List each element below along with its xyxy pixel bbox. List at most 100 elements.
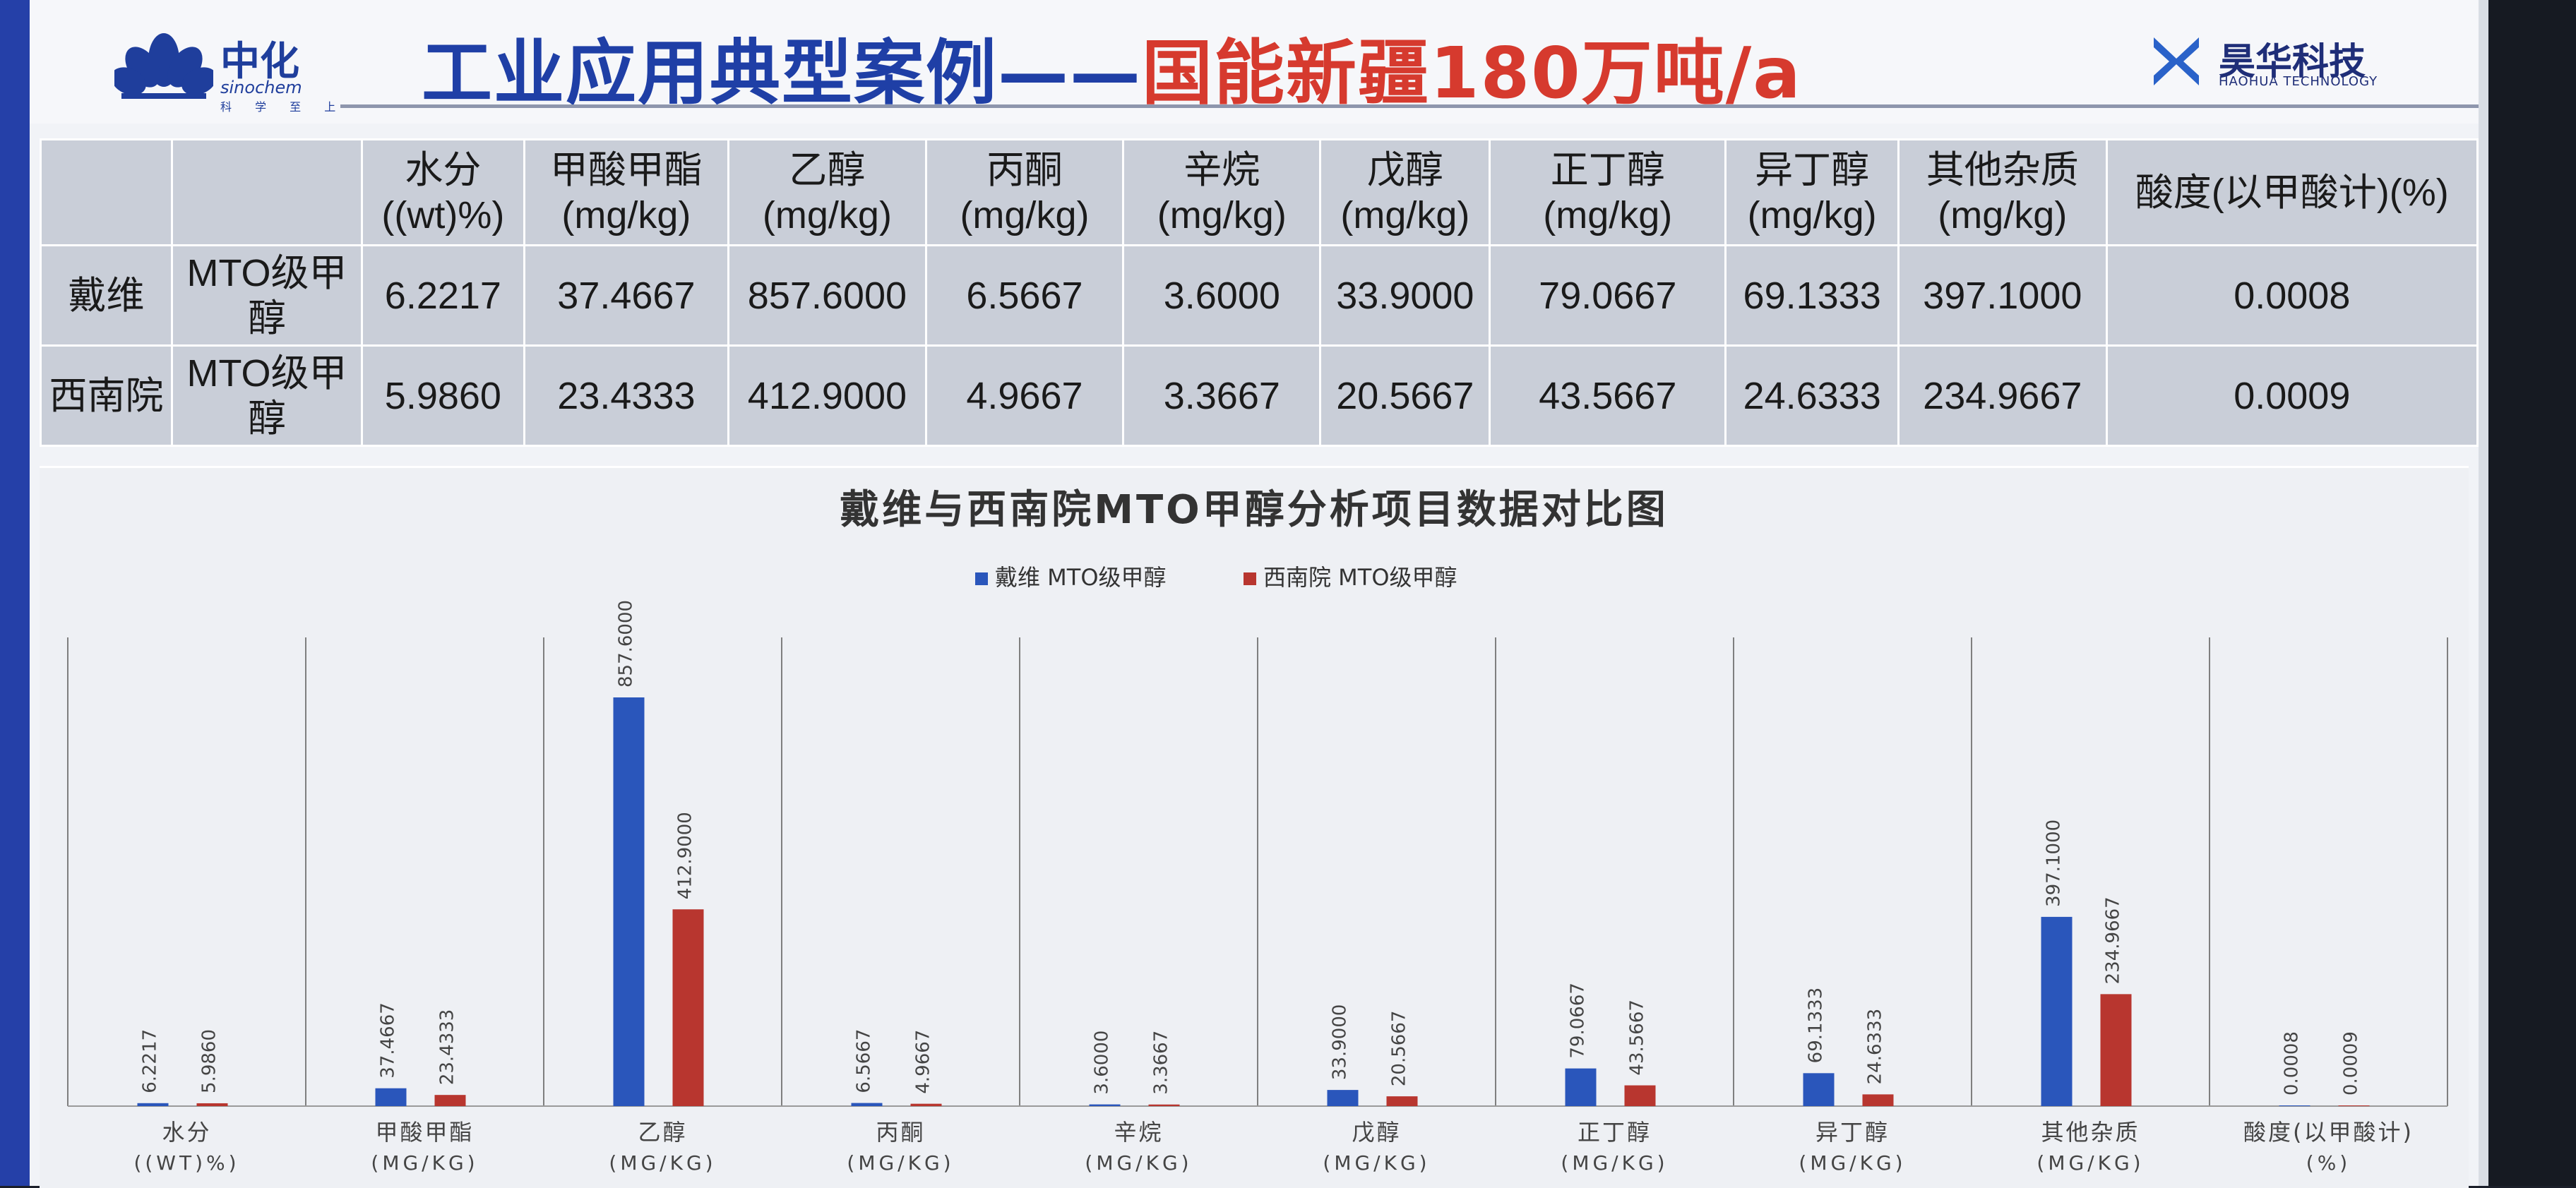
- table-cell: 20.5667: [1319, 344, 1491, 447]
- table-cell: 23.4333: [523, 344, 730, 447]
- bar: [2100, 994, 2132, 1106]
- table-cell: 6.5667: [924, 244, 1125, 347]
- bar-value-label: 412.9000: [675, 812, 696, 899]
- header-divider: [340, 104, 2487, 108]
- row-grade: MTO级甲醇: [171, 244, 364, 347]
- category-label: 酸度(以甲酸计): [2243, 1119, 2414, 1146]
- bar-value-label: 23.4333: [437, 1009, 458, 1086]
- table-cell: 69.1333: [1724, 244, 1900, 347]
- table-cell: 0.0009: [2105, 344, 2479, 447]
- table-header-cell: 甲酸甲酯(mg/kg): [523, 138, 730, 246]
- table-header-cell: 丙酮(mg/kg): [924, 138, 1125, 246]
- bar-value-label: 857.6000: [616, 600, 637, 688]
- bar: [1862, 1094, 1894, 1106]
- haohua-logo: 昊华科技 HAOHUA TECHNOLOGY: [2148, 32, 2445, 95]
- bar: [851, 1103, 883, 1106]
- table-cell: 4.9667: [924, 344, 1125, 447]
- slide: 中化 sinochem 科 学 至 上 工业应用典型案例——国能新疆180万吨/…: [0, 0, 2487, 1188]
- category-unit-label: (MG/KG): [1561, 1151, 1668, 1175]
- bar: [2279, 1105, 2310, 1106]
- bar: [910, 1103, 942, 1106]
- legend-label: 西南院 MTO级甲醇: [1263, 564, 1457, 591]
- table-row: 西南院 MTO级甲醇 5.9860 23.4333 412.9000 4.966…: [39, 344, 2479, 447]
- category-label: 异丁醇: [1815, 1119, 1890, 1146]
- page-title: 工业应用典型案例——国能新疆180万吨/a: [422, 16, 1802, 118]
- table-header-cell: [39, 138, 174, 246]
- bar-value-label: 43.5667: [1627, 1000, 1648, 1076]
- category-unit-label: (%): [2306, 1151, 2351, 1175]
- slide-side-bar: [0, 0, 30, 1186]
- category-unit-label: (MG/KG): [371, 1151, 478, 1175]
- bar: [2338, 1105, 2370, 1106]
- row-source: 戴维: [39, 244, 174, 347]
- haohua-mark-icon: [2154, 37, 2199, 85]
- bar: [375, 1088, 407, 1106]
- category-unit-label: (MG/KG): [1323, 1151, 1430, 1175]
- bar-value-label: 6.5667: [854, 1029, 875, 1093]
- row-grade: MTO级甲醇: [171, 344, 364, 447]
- bar: [613, 697, 645, 1106]
- bar: [1327, 1090, 1359, 1106]
- slide-header: 中化 sinochem 科 学 至 上 工业应用典型案例——国能新疆180万吨/…: [30, 0, 2487, 124]
- bar-value-label: 234.9667: [2103, 896, 2124, 984]
- table-header-cell: [171, 138, 364, 246]
- table-cell: 43.5667: [1489, 344, 1727, 447]
- bar: [1565, 1068, 1597, 1106]
- legend-swatch: [1244, 572, 1256, 585]
- page-title-red: 国能新疆180万吨/a: [1142, 32, 1802, 114]
- table-header-cell: 异丁醇(mg/kg): [1724, 138, 1900, 246]
- table-cell: 37.4667: [523, 244, 730, 347]
- table-cell: 397.1000: [1897, 244, 2108, 347]
- bar-value-label: 20.5667: [1389, 1011, 1410, 1087]
- category-label: 其他杂质: [2041, 1119, 2140, 1146]
- category-label: 乙醇: [638, 1119, 687, 1146]
- table-cell: 234.9667: [1897, 344, 2108, 447]
- row-source: 西南院: [39, 344, 174, 447]
- bar-value-label: 33.9000: [1330, 1004, 1351, 1081]
- haohua-logo-cn: 昊华科技: [2219, 41, 2366, 83]
- category-unit-label: (MG/KG): [847, 1151, 954, 1175]
- table-header-cell: 戊醇(mg/kg): [1319, 138, 1491, 246]
- category-label: 戊醇: [1352, 1119, 1401, 1146]
- page-title-blue: 工业应用典型案例——: [422, 32, 1142, 114]
- table-header-cell: 乙醇(mg/kg): [727, 138, 927, 246]
- chart-title: 戴维与西南院MTO甲醇分析项目数据对比图: [840, 487, 1669, 533]
- table-header-cell: 正丁醇(mg/kg): [1489, 138, 1727, 246]
- bar: [1089, 1104, 1121, 1106]
- category-unit-label: (MG/KG): [609, 1151, 716, 1175]
- table-cell: 79.0667: [1489, 244, 1727, 347]
- table-header-cell: 酸度(以甲酸计)(%): [2105, 138, 2479, 246]
- sinochem-flower-icon: [111, 33, 217, 99]
- table-cell: 412.9000: [727, 344, 927, 447]
- bar: [1803, 1073, 1835, 1106]
- table-cell: 6.2217: [361, 244, 525, 347]
- sinochem-logo-motto: 科 学 至 上: [220, 100, 346, 114]
- legend-label: 戴维 MTO级甲醇: [995, 564, 1167, 591]
- haohua-logo-en: HAOHUA TECHNOLOGY: [2219, 74, 2378, 89]
- table-header-cell: 其他杂质(mg/kg): [1897, 138, 2108, 246]
- bar: [1624, 1085, 1656, 1106]
- category-unit-label: (MG/KG): [2037, 1151, 2144, 1175]
- bar-value-label: 0.0009: [2341, 1031, 2362, 1096]
- bar-value-label: 37.4667: [378, 1002, 399, 1079]
- bar-value-label: 6.2217: [140, 1029, 161, 1093]
- sinochem-logo-en: sinochem: [220, 78, 302, 97]
- bar: [137, 1103, 169, 1106]
- table-cell: 0.0008: [2105, 244, 2479, 347]
- category-label: 正丁醇: [1578, 1119, 1652, 1146]
- bar: [1386, 1096, 1418, 1106]
- bar: [434, 1095, 466, 1106]
- table-cell: 24.6333: [1724, 344, 1900, 447]
- category-label: 水分: [162, 1119, 211, 1146]
- sinochem-logo-cn: 中化: [220, 39, 299, 85]
- bar: [1148, 1104, 1180, 1106]
- bar-value-label: 5.9860: [199, 1029, 220, 1093]
- bar-value-label: 69.1333: [1806, 988, 1827, 1064]
- bar-value-label: 3.6000: [1092, 1031, 1113, 1095]
- bar-value-label: 4.9667: [913, 1030, 934, 1094]
- category-unit-label: ((WT)%): [133, 1151, 239, 1175]
- bezel-strip: [2479, 0, 2488, 1186]
- category-label: 丙酮: [876, 1119, 925, 1146]
- sinochem-logo: 中化 sinochem 科 学 至 上: [111, 28, 354, 114]
